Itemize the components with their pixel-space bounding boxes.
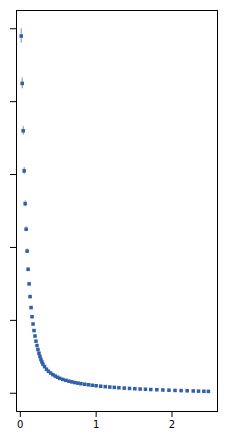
svg-text:1: 1 bbox=[93, 419, 99, 430]
svg-text:0: 0 bbox=[17, 419, 23, 430]
svg-text:2: 2 bbox=[169, 419, 175, 430]
